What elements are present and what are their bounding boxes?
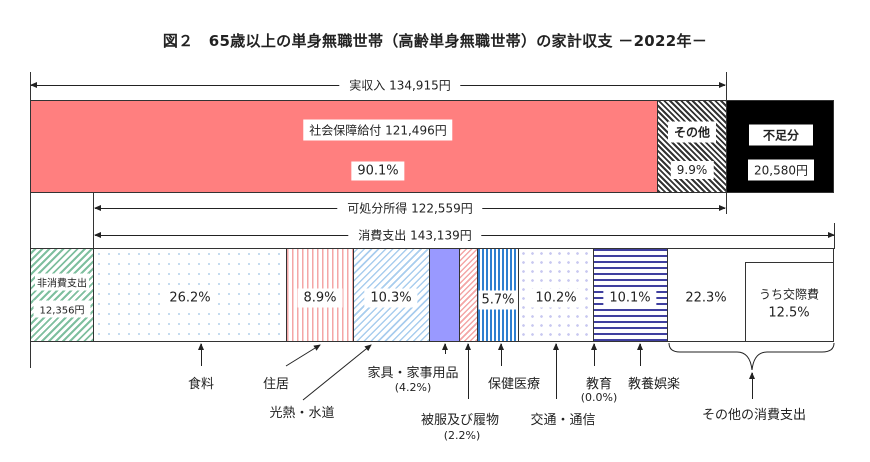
medical-label: 保健医療 bbox=[487, 377, 541, 392]
other-consumption-pct: 22.3% bbox=[679, 288, 733, 308]
housing-label: 住居 bbox=[262, 377, 290, 392]
clothing-label: 被服及び履物 bbox=[420, 413, 500, 428]
entertainment-label: うち交際費 bbox=[752, 283, 826, 305]
disposable-label: 可処分所得 122,559円 bbox=[337, 199, 483, 217]
other-consumption-pointer bbox=[749, 372, 755, 399]
culture-pointer bbox=[637, 343, 643, 366]
non-consumption-segment bbox=[30, 248, 94, 342]
social-security-pct: 90.1% bbox=[351, 161, 405, 181]
furniture-label: 家具・家事用品 bbox=[367, 366, 459, 381]
transport-pct: 10.2% bbox=[529, 288, 583, 308]
food-label: 食料 bbox=[187, 377, 215, 392]
social-security-segment bbox=[30, 100, 658, 193]
education-pointer bbox=[591, 343, 597, 366]
education-pct: (0.0%) bbox=[580, 391, 618, 404]
clothing-pointer bbox=[465, 343, 471, 399]
education-label: 教育 bbox=[585, 377, 613, 392]
real-income-label: 実収入 134,915円 bbox=[339, 76, 461, 94]
furniture-segment bbox=[429, 248, 460, 342]
medical-pct: 5.7% bbox=[478, 290, 518, 310]
medical-pointer bbox=[498, 343, 504, 366]
culture-label: 教養娯楽 bbox=[627, 377, 681, 392]
clothing-pct: (2.2%) bbox=[443, 429, 481, 442]
other-income-pct: 9.9% bbox=[670, 161, 714, 179]
consumption-label: 消費支出 143,139円 bbox=[348, 226, 482, 244]
housing-pct: 8.9% bbox=[297, 288, 343, 308]
utilities-label: 光熱・水道 bbox=[269, 406, 335, 421]
food-pointer bbox=[198, 343, 204, 366]
non-consumption-value: 12,356円 bbox=[33, 300, 91, 318]
other-consumption-label: その他の消費支出 bbox=[701, 408, 807, 423]
other-income-label: その他 bbox=[667, 121, 717, 143]
transport-label: 交通・通信 bbox=[530, 413, 596, 428]
food-pct: 26.2% bbox=[163, 288, 217, 308]
shortfall-label: 不足分 bbox=[748, 124, 814, 146]
transport-pointer bbox=[553, 343, 559, 399]
non-consumption-guide bbox=[93, 193, 94, 248]
furniture-pointer bbox=[442, 343, 448, 354]
culture-pct: 10.1% bbox=[603, 288, 657, 308]
entertainment-pct: 12.5% bbox=[762, 303, 816, 323]
social-security-label: 社会保障給付 121,496円 bbox=[303, 119, 453, 141]
utilities-pct: 10.3% bbox=[364, 288, 418, 308]
non-consumption-label: 非消費支出 bbox=[35, 273, 89, 291]
chart-title: 図２ 65歳以上の単身無職世帯（高齢単身無職世帯）の家計収支 －2022年－ bbox=[162, 32, 708, 50]
shortfall-value: 20,580円 bbox=[748, 159, 814, 181]
furniture-pct: (4.2%) bbox=[394, 381, 432, 394]
